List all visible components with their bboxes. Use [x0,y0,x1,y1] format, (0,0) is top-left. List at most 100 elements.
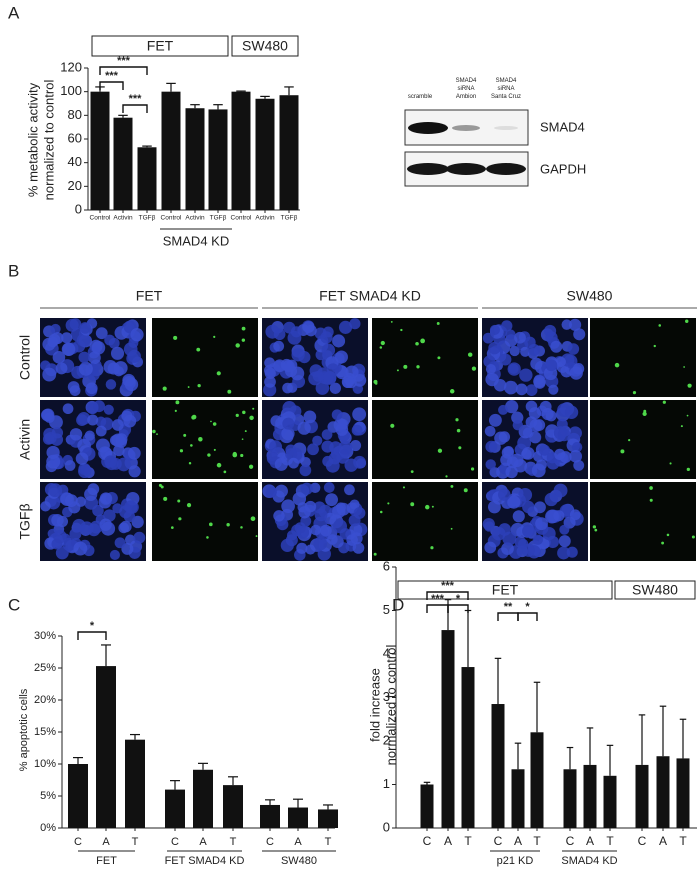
nucleus [42,367,57,382]
nucleus [573,328,586,341]
nucleus [569,509,581,521]
lane-label-line: SMAD4 [456,78,477,84]
nucleus [76,333,91,347]
error-bar [444,599,452,631]
apoptotic-cell [242,410,246,415]
nucleus [501,320,513,332]
bar [137,147,157,210]
nucleus [525,400,538,413]
nucleus [321,429,333,440]
nucleus [290,366,305,381]
apoptotic-cell [240,526,243,529]
nucleus [350,440,362,452]
group-label: SW480 [632,582,678,598]
apoptotic-cell [213,448,216,451]
error-bar [494,657,502,705]
nucleus [331,409,343,421]
nucleus [99,518,112,531]
apoptotic-cell [400,328,403,332]
band [407,163,449,175]
error-bar [101,644,111,667]
nucleus [488,413,502,427]
nucleus [288,457,299,469]
nucleus [127,349,141,363]
nucleus [296,525,310,539]
micrograph [152,482,258,561]
nucleus [567,343,580,355]
apoptotic-cell [437,448,443,453]
apoptotic-cell [216,371,221,376]
nucleus [332,504,346,519]
micrograph [590,400,696,479]
nucleus [506,456,519,469]
nucleus [525,384,538,396]
nucleus [482,332,494,344]
x-tick-label: Control [90,215,112,222]
apoptotic-cell [403,364,408,369]
apoptotic-cell [410,502,415,507]
apoptotic-cell [425,504,430,510]
apoptotic-cell [420,338,426,344]
apoptotic-cell [649,498,653,502]
y-tick-label: 20% [34,694,56,706]
nucleus [514,331,526,344]
y-tick-label: 30% [34,630,56,642]
group-box [397,580,613,600]
apoptotic-cell [179,449,184,453]
nucleus [304,500,317,513]
panel-label: A [8,3,20,22]
nucleus [321,343,336,357]
nucleus [300,456,311,468]
nucleus [518,488,533,502]
nucleus [273,510,285,522]
row-label: Activin [17,419,33,460]
significance-label: *** [441,580,455,592]
apoptotic-cell [450,527,453,530]
apoptotic-cell [170,526,174,529]
nucleus [335,423,349,436]
nucleus [485,440,498,453]
apoptotic-cell [666,533,670,537]
x-tick-label: A [586,834,594,848]
apoptotic-cell [249,415,254,421]
nucleus [569,366,583,380]
nucleus [338,320,353,334]
nucleus [128,465,141,478]
nucleus [568,426,582,440]
x-tick-label: Activin [255,215,275,222]
apoptotic-cell [380,510,383,514]
apoptotic-cell [415,341,419,346]
nucleus [351,424,363,436]
nucleus [344,484,355,496]
nucleus [502,531,517,546]
nucleus [87,483,100,496]
x-tick-label: T [606,834,614,848]
x-tick-label: T [230,836,237,848]
micrograph [372,318,478,397]
apoptotic-cell [402,486,406,489]
micrograph [152,400,258,479]
y-tick-label: 0 [383,819,390,834]
nucleus [299,464,312,477]
nucleus [528,343,541,356]
nucleus [488,341,501,355]
nucleus [310,524,322,536]
x-tick-label: Control [161,215,183,222]
nucleus [40,501,51,512]
apoptotic-cell [649,486,653,490]
apoptotic-cell [431,505,434,508]
nucleus [533,375,546,388]
nucleus [133,531,146,544]
apoptotic-cell [628,439,631,442]
x-tick-label: C [423,834,432,848]
apoptotic-cell [163,496,168,501]
group-label: FET [96,855,117,867]
panel-label: B [8,261,19,280]
nucleus [531,463,546,478]
bar [583,764,597,828]
nucleus [485,372,499,387]
nucleus [95,425,107,437]
bar [318,809,338,828]
x-tick-label: A [199,836,207,848]
nucleus [111,419,124,431]
